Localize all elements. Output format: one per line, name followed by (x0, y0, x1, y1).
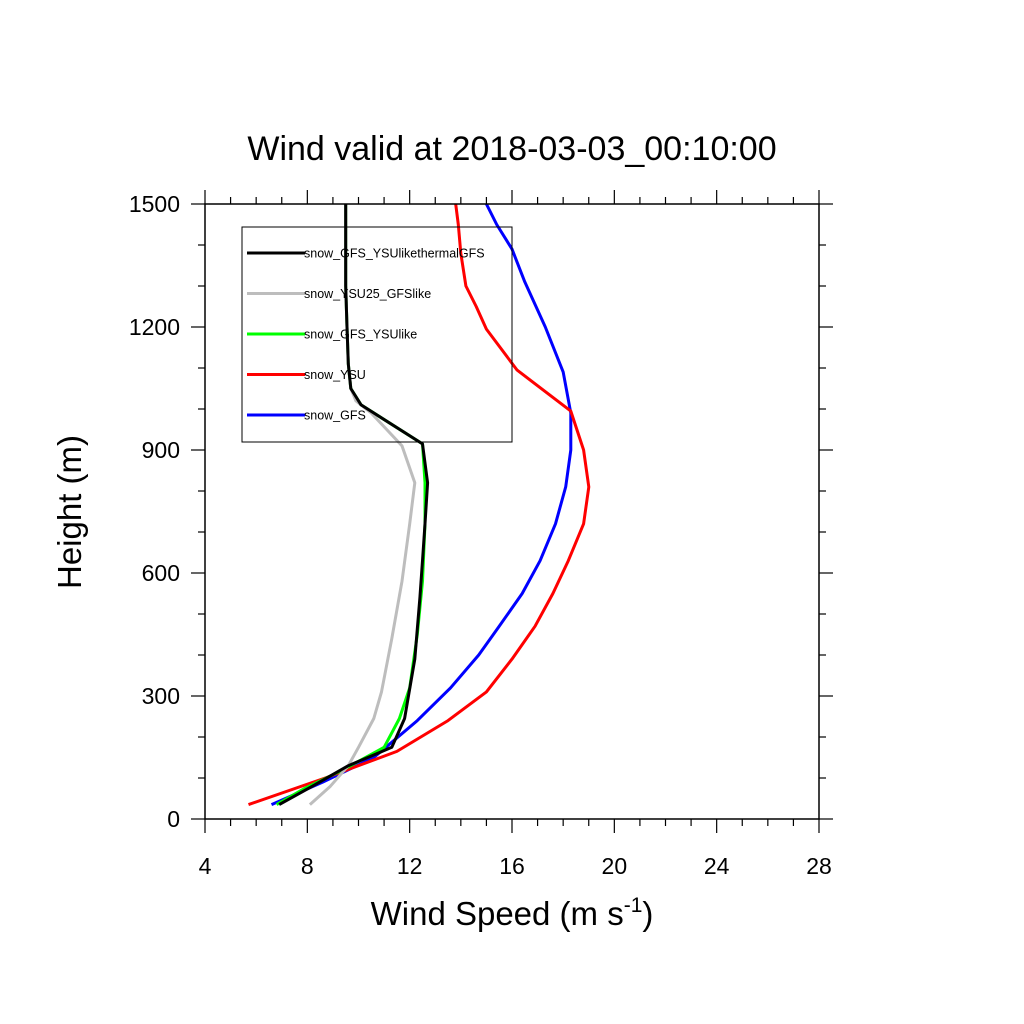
x-axis-title-close: ) (642, 895, 653, 932)
y-tick-label: 300 (142, 683, 180, 709)
y-tick-label: 1500 (129, 191, 180, 217)
x-tick-label: 12 (397, 853, 423, 879)
legend-label-3: snow_YSU (304, 368, 366, 382)
x-tick-label: 8 (301, 853, 314, 879)
y-tick-label: 900 (142, 437, 180, 463)
legend: snow_GFS_YSUlikethermalGFS snow_YSU25_GFS… (241, 226, 513, 443)
y-tick-label: 1200 (129, 314, 180, 340)
x-tick-label: 16 (499, 853, 525, 879)
legend-label-2: snow_GFS_YSUlike (304, 328, 417, 342)
series-layer (248, 203, 591, 807)
chart-title: Wind valid at 2018-03-03_00:10:00 (247, 130, 776, 168)
legend-label-1: snow_YSU25_GFSlike (304, 287, 431, 301)
series-line-3 (248, 203, 591, 807)
x-tick-label: 28 (806, 853, 832, 879)
x-axis-title: Wind Speed (m s-1) (371, 894, 654, 932)
x-axis-title-exponent: -1 (624, 894, 643, 917)
x-tick-label: 24 (704, 853, 730, 879)
legend-label-0: snow_GFS_YSUlikethermalGFS (304, 247, 485, 261)
legend-box (241, 226, 513, 443)
x-axis-title-main: Wind Speed (m s (371, 895, 624, 932)
x-tick-label: 4 (199, 853, 212, 879)
y-axis-title: Height (m) (51, 435, 88, 589)
series-line-4 (270, 203, 573, 806)
series-line-0 (278, 204, 430, 806)
x-tick-label: 20 (602, 853, 628, 879)
y-tick-label: 600 (142, 560, 180, 586)
tick-layer: 4 8 12 16 20 24 28 0 300 600 900 1200 1500 (129, 190, 833, 879)
y-tick-label: 0 (167, 806, 180, 832)
legend-label-4: snow_GFS (304, 409, 366, 423)
